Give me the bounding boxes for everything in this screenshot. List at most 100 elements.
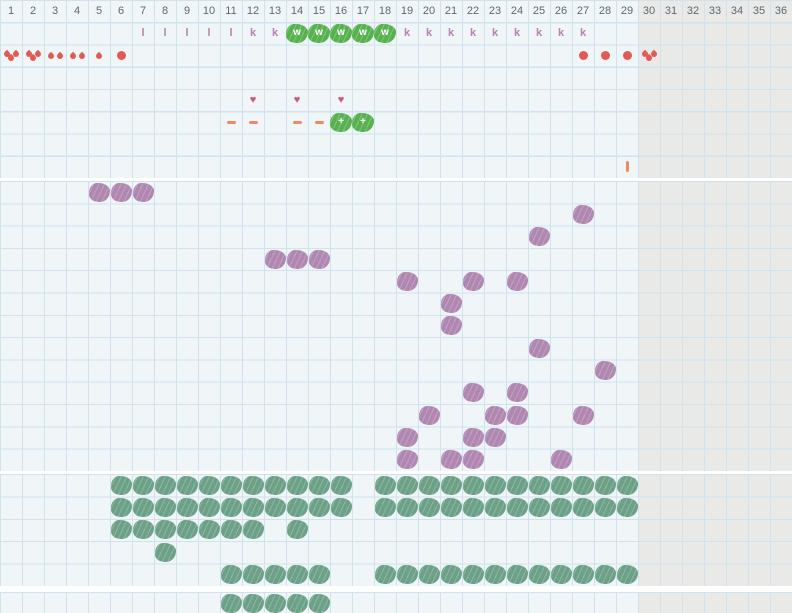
grid-cell-blob-purple[interactable] (462, 426, 484, 448)
grid-cell-blob-green[interactable] (396, 564, 418, 586)
grid-cell-drops3[interactable] (638, 45, 660, 67)
grid-cell-letter-k[interactable]: k (506, 22, 528, 44)
grid-cell-blob-green[interactable] (154, 474, 176, 496)
grid-cell-blob-green[interactable] (330, 496, 352, 518)
grid-cell-blob-green[interactable] (242, 519, 264, 541)
grid-cell-blob-green[interactable] (176, 474, 198, 496)
grid-cell-drops3[interactable] (0, 45, 22, 67)
grid-cell-blob-green[interactable] (330, 474, 352, 496)
grid-cell-heart[interactable]: ♥ (286, 89, 308, 111)
grid-cell-blob-green[interactable] (418, 564, 440, 586)
grid-cell-blob-green[interactable] (110, 474, 132, 496)
grid-cell-letter-k[interactable]: k (264, 22, 286, 44)
grid-cell-blob-green[interactable] (550, 474, 572, 496)
grid-cell-blob-green[interactable] (550, 496, 572, 518)
grid-cell-dot[interactable] (616, 45, 638, 67)
grid-cell-heart[interactable]: ♥ (330, 89, 352, 111)
grid-cell-blob-green[interactable] (220, 519, 242, 541)
grid-cell-minus[interactable] (286, 111, 308, 133)
grid-cell-blob-purple[interactable] (440, 293, 462, 315)
grid-cell-blob-w[interactable]: w (352, 22, 374, 44)
grid-cell-blob-green[interactable] (286, 474, 308, 496)
grid-cell-blob-purple[interactable] (286, 248, 308, 270)
grid-cell-blob-green[interactable] (308, 592, 330, 613)
grid-cell-blob-green[interactable] (418, 496, 440, 518)
grid-cell-blob-green[interactable] (594, 496, 616, 518)
grid-cell-blob-purple[interactable] (594, 359, 616, 381)
grid-cell-drops2[interactable] (44, 45, 66, 67)
grid-cell-blob-green[interactable] (132, 519, 154, 541)
grid-cell-blob-purple[interactable] (528, 337, 550, 359)
grid-cell-blob-green[interactable] (198, 519, 220, 541)
grid-cell-blob-w[interactable]: w (330, 22, 352, 44)
grid-cell-dot[interactable] (110, 45, 132, 67)
grid-cell-blob-green[interactable] (506, 474, 528, 496)
grid-cell-blob-green[interactable] (440, 496, 462, 518)
grid-cell-dot[interactable] (594, 45, 616, 67)
grid-cell-blob-green[interactable] (418, 474, 440, 496)
grid-cell-blob-green[interactable] (528, 496, 550, 518)
grid-cell-letter-l[interactable]: l (154, 22, 176, 44)
grid-cell-blob-purple[interactable] (132, 181, 154, 203)
grid-cell-blob-green[interactable] (154, 496, 176, 518)
grid-cell-blob-purple[interactable] (572, 203, 594, 225)
grid-cell-blob-green[interactable] (308, 496, 330, 518)
grid-cell-blob-green[interactable] (462, 496, 484, 518)
grid-cell-minus[interactable] (242, 111, 264, 133)
grid-cell-blob-plus[interactable]: + (352, 111, 374, 133)
grid-cell-blob-green[interactable] (440, 564, 462, 586)
grid-cell-blob-green[interactable] (264, 564, 286, 586)
grid-cell-letter-l[interactable]: l (176, 22, 198, 44)
grid-cell-blob-green[interactable] (616, 564, 638, 586)
grid-cell-blob-purple[interactable] (264, 248, 286, 270)
grid-cell-blob-green[interactable] (308, 564, 330, 586)
grid-cell-blob-green[interactable] (242, 496, 264, 518)
grid-cell-blob-green[interactable] (242, 474, 264, 496)
grid-cell-letter-k[interactable]: k (242, 22, 264, 44)
grid-cell-blob-green[interactable] (154, 541, 176, 563)
grid-cell-blob-green[interactable] (198, 496, 220, 518)
grid-cell-dot[interactable] (572, 45, 594, 67)
grid-cell-blob-green[interactable] (176, 519, 198, 541)
grid-cell-letter-k[interactable]: k (528, 22, 550, 44)
grid-cell-blob-green[interactable] (374, 564, 396, 586)
grid-cell-blob-green[interactable] (462, 474, 484, 496)
grid-cell-blob-purple[interactable] (506, 404, 528, 426)
grid-cell-blob-purple[interactable] (308, 248, 330, 270)
grid-cell-blob-green[interactable] (220, 474, 242, 496)
grid-cell-blob-green[interactable] (132, 496, 154, 518)
grid-cell-heart[interactable]: ♥ (242, 89, 264, 111)
grid-cell-blob-green[interactable] (220, 496, 242, 518)
grid-cell-blob-green[interactable] (572, 474, 594, 496)
grid-cell-blob-purple[interactable] (462, 382, 484, 404)
grid-cell-blob-purple[interactable] (462, 449, 484, 471)
grid-cell-blob-purple[interactable] (484, 426, 506, 448)
grid-cell-blob-w[interactable]: w (308, 22, 330, 44)
grid-cell-blob-green[interactable] (154, 519, 176, 541)
grid-cell-blob-green[interactable] (506, 564, 528, 586)
grid-cell-blob-green[interactable] (594, 564, 616, 586)
grid-cell-blob-green[interactable] (572, 564, 594, 586)
grid-cell-letter-k[interactable]: k (418, 22, 440, 44)
grid-cell-blob-purple[interactable] (550, 449, 572, 471)
grid-cell-letter-l[interactable]: l (220, 22, 242, 44)
grid-cell-letter-k[interactable]: k (396, 22, 418, 44)
grid-cell-drops3[interactable] (22, 45, 44, 67)
grid-cell-blob-green[interactable] (110, 496, 132, 518)
grid-cell-blob-green[interactable] (396, 474, 418, 496)
grid-cell-blob-purple[interactable] (396, 426, 418, 448)
grid-cell-blob-green[interactable] (286, 496, 308, 518)
grid-cell-blob-green[interactable] (374, 496, 396, 518)
grid-cell-blob-purple[interactable] (88, 181, 110, 203)
grid-cell-blob-green[interactable] (550, 564, 572, 586)
grid-cell-blob-green[interactable] (616, 496, 638, 518)
grid-cell-blob-green[interactable] (220, 592, 242, 613)
grid-cell-blob-green[interactable] (242, 564, 264, 586)
grid-cell-blob-green[interactable] (484, 474, 506, 496)
grid-cell-blob-green[interactable] (220, 564, 242, 586)
grid-cell-blob-purple[interactable] (440, 315, 462, 337)
grid-cell-blob-purple[interactable] (440, 449, 462, 471)
grid-cell-tick[interactable] (616, 156, 638, 178)
grid-cell-letter-k[interactable]: k (572, 22, 594, 44)
grid-cell-drops1[interactable] (88, 45, 110, 67)
